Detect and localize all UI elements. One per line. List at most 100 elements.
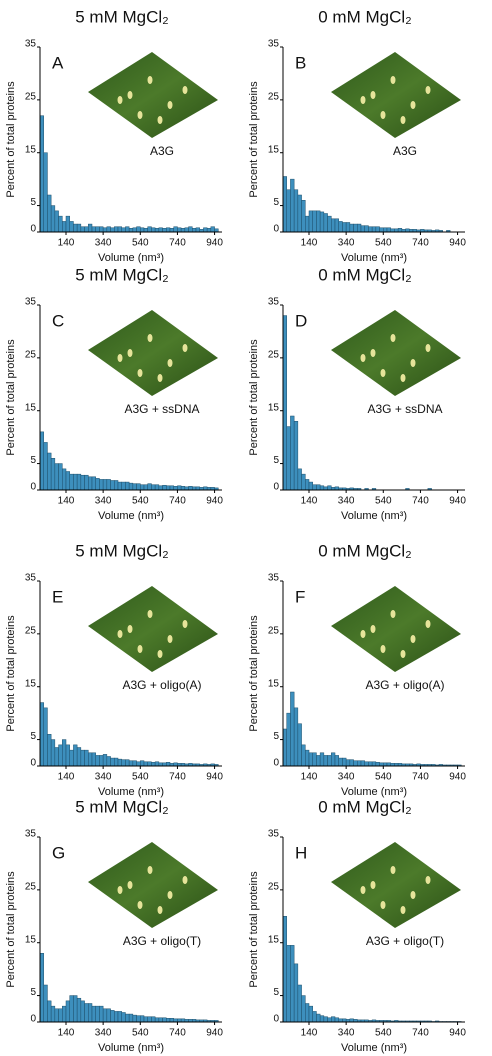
bar: [312, 210, 317, 233]
bar: [80, 749, 85, 767]
bar: [143, 761, 148, 767]
bar: [305, 1003, 310, 1023]
bar: [39, 702, 44, 767]
bar: [128, 228, 134, 233]
bar: [50, 205, 56, 233]
y-tick-label: 0: [30, 758, 36, 769]
bar: [140, 484, 145, 491]
x-tick-label: 940: [206, 772, 223, 783]
afm-particle: [157, 116, 163, 124]
bar: [136, 761, 141, 767]
afm-particle: [127, 349, 133, 357]
x-tick-label: 140: [301, 238, 318, 249]
afm-particle: [380, 369, 386, 377]
afm-particle: [425, 86, 431, 94]
panel-letter: D: [295, 311, 307, 330]
bar: [323, 213, 328, 233]
afm-particle: [147, 866, 153, 874]
bar: [91, 226, 96, 233]
bar: [327, 1017, 332, 1023]
panel: 5 mM MgCl₂ G A3G + oligo(T) 0 5 15 25 35 140 340 5…: [5, 797, 223, 1053]
x-tick-label: 540: [132, 1028, 149, 1039]
bar: [305, 215, 310, 233]
bar: [301, 995, 306, 1023]
bar: [154, 484, 160, 491]
bar: [331, 218, 336, 233]
bar: [312, 1011, 317, 1023]
bar: [73, 744, 78, 767]
bar: [386, 227, 391, 233]
bar: [88, 476, 93, 491]
bar: [312, 484, 317, 491]
bar: [76, 997, 82, 1023]
bar: [54, 210, 59, 233]
bar: [128, 760, 134, 767]
afm-particle: [360, 354, 366, 362]
panel: 0 mM MgCl₂ H A3G + oligo(T) 0 5 15 25 35 140 340 5…: [248, 797, 466, 1053]
bar: [301, 473, 306, 491]
x-tick-label: 540: [375, 772, 392, 783]
bar: [308, 210, 313, 233]
bar: [282, 176, 287, 233]
bar: [166, 762, 171, 767]
afm-image: [88, 586, 218, 672]
afm-particle: [370, 349, 376, 357]
bar: [114, 757, 119, 767]
panel-title: 5 mM MgCl₂: [75, 541, 169, 560]
afm-particle: [137, 369, 143, 377]
bar: [316, 210, 321, 233]
bar: [73, 473, 78, 491]
afm-particle: [127, 881, 133, 889]
y-tick-label: 0: [273, 1014, 279, 1025]
afm-particle: [117, 630, 123, 638]
y-tick-label: 15: [25, 144, 37, 155]
bar: [54, 747, 59, 767]
panel-letter: E: [52, 587, 63, 606]
bar: [305, 749, 310, 767]
bar: [140, 1015, 145, 1023]
bar: [136, 483, 141, 491]
bar: [158, 1017, 163, 1023]
bar: [345, 759, 351, 767]
bar: [125, 759, 130, 767]
panel-letter: H: [295, 843, 307, 862]
bar: [99, 755, 104, 767]
y-tick-label: 0: [30, 1014, 36, 1025]
x-tick-label: 940: [449, 496, 466, 507]
afm-particle: [147, 76, 153, 84]
bar: [143, 1016, 148, 1023]
y-tick-label: 5: [273, 197, 279, 208]
y-tick-label: 0: [273, 758, 279, 769]
bar: [327, 485, 332, 491]
bar: [151, 227, 156, 233]
panel-title: 0 mM MgCl₂: [318, 7, 412, 26]
x-tick-label: 540: [132, 238, 149, 249]
y-axis-label: Percent of total proteins: [5, 871, 17, 988]
x-tick-label: 740: [412, 1028, 429, 1039]
x-tick-label: 140: [58, 772, 75, 783]
bar: [69, 995, 74, 1023]
bar: [43, 442, 48, 491]
bar: [397, 228, 403, 233]
afm-particle: [410, 891, 416, 899]
bar: [319, 485, 325, 491]
y-tick-label: 0: [30, 224, 36, 235]
bar: [312, 752, 317, 767]
bar: [147, 226, 152, 233]
bar: [192, 228, 197, 233]
bar: [132, 1014, 137, 1023]
bar: [62, 468, 67, 491]
x-tick-label: 740: [412, 772, 429, 783]
bar: [110, 1010, 115, 1023]
y-tick-label: 5: [30, 455, 36, 466]
bar: [143, 228, 148, 233]
x-tick-label: 140: [301, 1028, 318, 1039]
bar: [286, 712, 291, 767]
afm-particle: [400, 906, 406, 914]
x-tick-label: 540: [132, 772, 149, 783]
y-axis-label: Percent of total proteins: [5, 81, 17, 198]
bar: [282, 916, 287, 1023]
bar: [286, 426, 291, 491]
x-tick-label: 940: [206, 1028, 223, 1039]
y-tick-label: 0: [30, 482, 36, 493]
